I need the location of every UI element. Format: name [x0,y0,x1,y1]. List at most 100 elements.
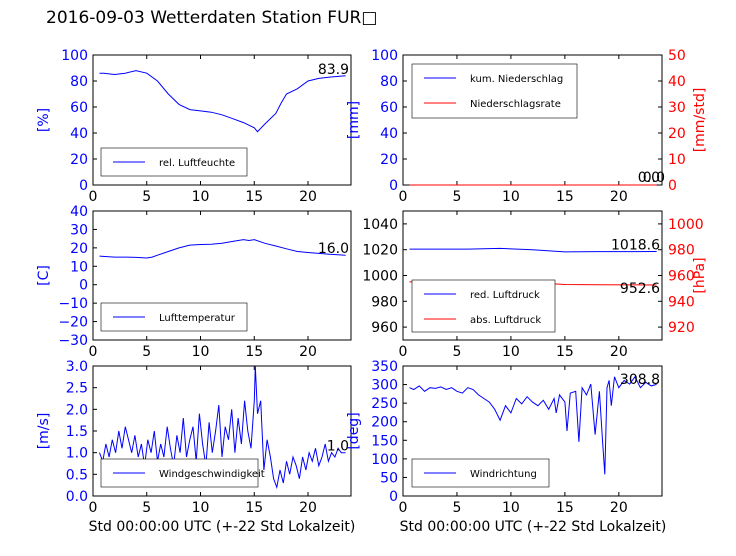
panel-2-y-tick-label-right: 30 [668,100,686,116]
panel-3-x-tick-label: 0 [89,344,98,360]
panel-4-y-tick-label-right: 980 [668,243,695,259]
panel-5-y-tick-label: 1.0 [66,446,88,462]
panel-4-y-tick-label-right: 940 [668,294,695,310]
panel-4-legend-label: abs. Luftdruck [470,315,541,326]
panel-6-y-tick-label: 350 [371,359,398,375]
panel-4-x-tick-label: 5 [452,344,461,360]
panel-5-y-tick-label: 0.0 [66,489,88,505]
panel-5-y-tick-label: 1.5 [66,424,88,440]
panel-3-y-tick-label: −20 [58,315,88,331]
panel-5-series-1-line [99,365,346,490]
page-title: 2016-09-03 Wetterdaten Station FUR□ [46,8,377,28]
panel-6-y-tick-label: 150 [371,433,398,449]
panel-1-x-tick-label: 10 [192,189,210,205]
panel-1-y-axis-label: [%] [36,108,52,132]
panel-4-y-tick-label-right: 1000 [668,217,704,233]
panel-2-y-tick-label: 60 [380,100,398,116]
panel-2-y-tick-label-right: 50 [668,48,686,64]
panel-1-x-tick-label: 15 [245,189,263,205]
panel-2-latest-value-right: 0.0 [643,170,665,186]
panel-3-legend-label: Lufttemperatur [159,313,236,324]
panel-1-series-1-line [99,70,346,133]
panel-2-legend-box [411,63,578,119]
panel-3-latest-value: 16.0 [318,241,349,257]
panel-6-x-tick-label: 10 [502,500,520,516]
panel-3-y-tick-label: 30 [70,222,88,238]
panel-2-y-tick-label: 40 [380,126,398,142]
panel-1-y-tick-label: 80 [70,74,88,90]
panel-3-x-tick-label: 10 [192,344,210,360]
x-axis-label-right: Std 00:00:00 UTC (+-22 Std Lokalzeit) [400,519,667,535]
panel-6-y-tick-label: 50 [380,470,398,486]
panel-3-x-tick-label: 15 [245,344,263,360]
panel-1-latest-value: 83.9 [318,62,349,78]
panel-4-y-axis-label-right: [hPa] [692,257,708,293]
panel-2-x-tick-label: 0 [399,189,408,205]
panel-6-x-tick-label: 0 [399,500,408,516]
panel-1-y-tick-label: 0 [79,178,88,194]
panel-2-y-tick-label: 100 [371,48,398,64]
panel-5-legend-label: Windgeschwindigkeit [159,469,265,480]
panel-3-y-tick-label: 40 [70,204,88,220]
panel-6-x-tick-label: 5 [452,500,461,516]
panel-1-x-tick-label: 20 [299,189,317,205]
panel-4-y-tick-label: 1020 [362,243,398,259]
panel-2-y-axis-label: [mm] [346,101,362,139]
panel-2-legend-label: kum. Niederschlag [470,74,563,85]
panel-3-y-tick-label: −30 [58,333,88,349]
panel-3-y-axis-label: [C] [36,265,52,286]
panel-4-y-tick-label-right: 960 [668,269,695,285]
panel-5-x-tick-label: 5 [142,500,151,516]
panel-5-y-tick-label: 0.5 [66,467,88,483]
panel-6-y-tick-label: 300 [371,378,398,394]
panel-3-series-1-line [99,239,346,259]
panel-2-y-tick-label-right: 20 [668,126,686,142]
panel-2-legend-label: Niederschlagsrate [470,99,561,110]
panel-2-y-tick-label: 20 [380,152,398,168]
panel-5-latest-value: 1.0 [327,439,349,455]
panel-3-y-tick-label: 0 [79,278,88,294]
panel-5-y-axis-label: [m/s] [36,413,52,450]
panel-2-y-tick-label-right: 10 [668,152,686,168]
panel-5-y-tick-label: 2.5 [66,381,88,397]
panel-2-latest-value: 0.0 [638,170,660,186]
panel-4-y-tick-label-right: 920 [668,320,695,336]
panel-4-latest-value: 1018.6 [611,238,660,254]
x-axis-label-left: Std 00:00:00 UTC (+-22 Std Lokalzeit) [89,519,356,535]
panel-4-y-tick-label: 980 [371,294,398,310]
panel-5-x-tick-label: 20 [299,500,317,516]
panel-6-y-tick-label: 100 [371,452,398,468]
panel-1-x-tick-label: 5 [142,189,151,205]
panel-6-x-tick-label: 15 [556,500,574,516]
panel-3-y-tick-label: 10 [70,259,88,275]
panel-5-x-tick-label: 15 [245,500,263,516]
panel-6-legend-label: Windrichtung [470,469,537,480]
panel-6-x-tick-label: 20 [610,500,628,516]
panel-4-x-tick-label: 20 [610,344,628,360]
panel-1-y-tick-label: 20 [70,152,88,168]
panel-5-y-tick-label: 3.0 [66,359,88,375]
panel-4-x-tick-label: 15 [556,344,574,360]
panel-5-y-tick-label: 2.0 [66,402,88,418]
panel-4-series-1-line [409,247,657,253]
panel-4-y-tick-label: 1040 [362,217,398,233]
panel-2-x-tick-label: 10 [502,189,520,205]
panel-1-y-tick-label: 40 [70,126,88,142]
panel-2-y-tick-label: 0 [389,178,398,194]
panel-5-x-tick-label: 0 [89,500,98,516]
panel-6-y-tick-label: 0 [389,489,398,505]
panel-6-y-axis-label: [deg] [346,412,362,449]
panel-6-y-tick-label: 250 [371,396,398,412]
panel-1-legend-label: rel. Luftfeuchte [159,158,235,169]
panel-5-x-tick-label: 10 [192,500,210,516]
panel-4-x-tick-label: 10 [502,344,520,360]
panel-2-y-tick-label: 80 [380,74,398,90]
panel-3-y-tick-label: 20 [70,241,88,257]
panel-6-latest-value: 308.8 [620,372,660,388]
panel-4-x-tick-label: 0 [399,344,408,360]
panel-2-y-axis-label-right: [mm/std] [692,88,708,153]
panel-2-y-tick-label-right: 40 [668,74,686,90]
panel-1-y-tick-label: 60 [70,100,88,116]
